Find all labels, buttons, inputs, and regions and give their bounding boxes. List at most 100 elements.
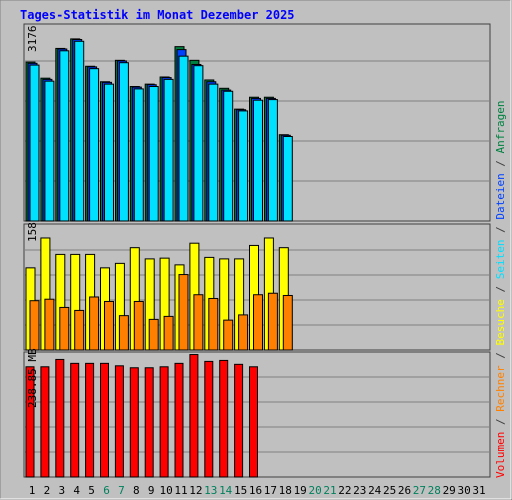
bar-seiten-day-18 xyxy=(282,135,293,222)
bar-rechner-day-13 xyxy=(208,297,219,351)
day-label-3: 3 xyxy=(58,484,65,497)
day-label-9: 9 xyxy=(148,484,155,497)
bottom-panel xyxy=(23,351,491,478)
day-label-29: 29 xyxy=(443,484,456,497)
day-label-23: 23 xyxy=(353,484,366,497)
day-label-5: 5 xyxy=(88,484,95,497)
day-label-13: 13 xyxy=(204,484,217,497)
day-label-10: 10 xyxy=(159,484,172,497)
bar-seiten-day-8 xyxy=(133,88,144,222)
bar-seiten-day-6 xyxy=(104,83,114,222)
bar-volumen-day-4 xyxy=(70,362,80,478)
bar-seiten-day-4 xyxy=(74,40,85,222)
bar-seiten-day-5 xyxy=(89,68,100,222)
bar-volumen-day-15 xyxy=(234,363,244,478)
bar-rechner-day-8 xyxy=(133,300,144,351)
top-panel-max-label: 3176 xyxy=(26,26,39,53)
bar-volumen-day-9 xyxy=(144,367,154,478)
day-label-8: 8 xyxy=(133,484,140,497)
bar-seiten-day-1 xyxy=(29,64,40,222)
day-label-15: 15 xyxy=(234,484,247,497)
bar-volumen-day-3 xyxy=(55,358,65,478)
day-label-24: 24 xyxy=(368,484,382,497)
day-label-30: 30 xyxy=(457,484,470,497)
bar-volumen-day-13 xyxy=(204,360,214,478)
chart-title: Tages-Statistik im Monat Dezember 2025 xyxy=(20,8,295,22)
day-label-11: 11 xyxy=(174,484,187,497)
day-label-20: 20 xyxy=(308,484,321,497)
day-label-18: 18 xyxy=(279,484,292,497)
day-label-4: 4 xyxy=(73,484,80,497)
bar-volumen-day-11 xyxy=(174,362,184,478)
day-label-28: 28 xyxy=(428,484,441,497)
day-label-25: 25 xyxy=(383,484,396,497)
bar-seiten-day-7 xyxy=(118,62,129,222)
legend-text: Volumen / Rechner / Besuche / Seiten / D… xyxy=(494,100,507,478)
bar-rechner-day-5 xyxy=(89,296,100,351)
bar-rechner-day-4 xyxy=(74,309,85,351)
bar-seiten-day-17 xyxy=(267,99,278,222)
bar-seiten-day-9 xyxy=(148,86,159,222)
bar-volumen-day-16 xyxy=(249,366,258,478)
bar-seiten-day-10 xyxy=(163,78,174,222)
day-label-1: 1 xyxy=(29,484,36,497)
bar-rechner-day-18 xyxy=(282,294,293,351)
bar-seiten-day-15 xyxy=(238,110,249,222)
legend-rechner: Rechner xyxy=(494,365,507,412)
bar-seiten-day-14 xyxy=(223,90,234,222)
legend-volumen: Volumen xyxy=(494,432,507,478)
bar-seiten-day-11 xyxy=(178,55,189,222)
legend-seiten: Seiten xyxy=(494,240,507,280)
bar-volumen-day-5 xyxy=(85,362,95,478)
legend-separator: / xyxy=(494,418,507,425)
day-label-22: 22 xyxy=(338,484,351,497)
chart-panels xyxy=(23,23,491,478)
day-label-17: 17 xyxy=(264,484,277,497)
bar-volumen-day-2 xyxy=(40,366,50,478)
bar-rechner-day-14 xyxy=(223,319,234,351)
day-label-31: 31 xyxy=(472,484,485,497)
bar-volumen-day-10 xyxy=(159,366,169,478)
day-label-6: 6 xyxy=(103,484,110,497)
bar-rechner-day-9 xyxy=(148,318,159,351)
legend-besuche: Besuche xyxy=(494,299,507,345)
day-label-26: 26 xyxy=(398,484,411,497)
bar-volumen-day-1 xyxy=(25,366,35,478)
legend-separator: / xyxy=(494,226,507,233)
bar-rechner-day-6 xyxy=(104,300,114,351)
bar-volumen-day-7 xyxy=(114,365,124,478)
day-label-12: 12 xyxy=(189,484,202,497)
bar-rechner-day-12 xyxy=(193,294,204,351)
bar-volumen-day-12 xyxy=(189,354,199,478)
top-panel xyxy=(23,23,491,222)
day-label-14: 14 xyxy=(219,484,233,497)
day-label-21: 21 xyxy=(323,484,336,497)
bar-rechner-day-2 xyxy=(44,298,55,351)
bar-seiten-day-3 xyxy=(59,50,70,222)
bar-seiten-day-13 xyxy=(208,83,219,222)
day-label-27: 27 xyxy=(413,484,426,497)
bar-seiten-day-16 xyxy=(253,99,263,222)
day-label-16: 16 xyxy=(249,484,262,497)
bar-seiten-day-12 xyxy=(193,65,204,222)
bottom-panel-max-label: 238.85 MB xyxy=(26,348,39,408)
legend-anfragen: Anfragen xyxy=(494,100,507,153)
middle-panel xyxy=(23,223,491,351)
legend-separator: / xyxy=(494,160,507,167)
bar-volumen-day-14 xyxy=(219,359,229,478)
bar-seiten-day-2 xyxy=(44,80,55,222)
day-label-7: 7 xyxy=(118,484,125,497)
bar-rechner-day-16 xyxy=(253,294,263,351)
middle-panel-max-label: 158 xyxy=(26,222,39,242)
bar-rechner-day-11 xyxy=(178,274,189,351)
bar-rechner-day-7 xyxy=(118,315,129,351)
bar-rechner-day-10 xyxy=(163,315,174,351)
bar-volumen-day-8 xyxy=(129,367,139,478)
x-axis-day-labels: 1 2 3 4 5 6 7 8 9 10 11 12 13 14 15 16 17 18 19 20 21 22 23 24 2… xyxy=(29,484,486,497)
day-label-19: 19 xyxy=(294,484,307,497)
bar-rechner-day-1 xyxy=(29,300,40,351)
bar-rechner-day-15 xyxy=(238,314,249,351)
legend-separator: / xyxy=(494,286,507,293)
legend-dateien: Dateien xyxy=(494,173,507,219)
